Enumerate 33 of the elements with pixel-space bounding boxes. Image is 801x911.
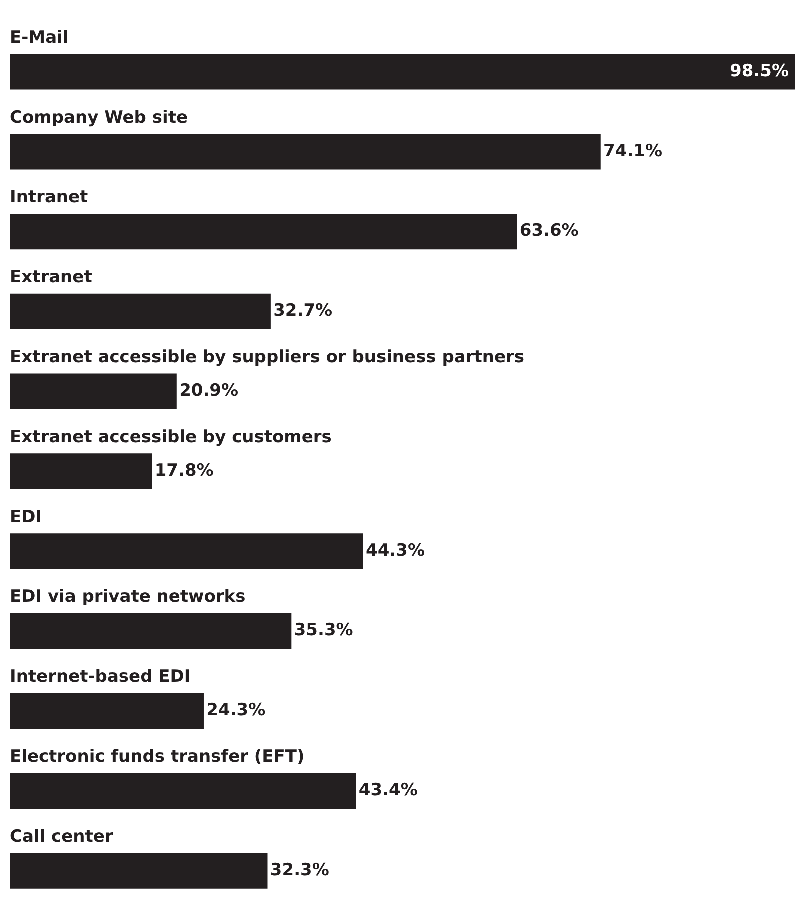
y-tick-label: Call center	[10, 826, 114, 847]
data-label: 63.6%	[520, 221, 579, 242]
y-tick-label: Internet-based EDI	[10, 667, 191, 688]
bar	[10, 294, 271, 330]
y-tick-label: Extranet	[10, 268, 92, 288]
data-label: 44.3%	[366, 540, 426, 561]
y-tick-label: Company Web site	[10, 108, 188, 128]
y-tick-label: EDI	[10, 507, 42, 528]
data-label: 35.3%	[294, 620, 354, 641]
data-label: 98.5%	[730, 61, 789, 82]
y-tick-label: EDI via private networks	[10, 587, 246, 608]
bar	[10, 454, 152, 490]
data-label: 32.3%	[270, 860, 330, 880]
bar	[10, 534, 364, 570]
bar	[10, 374, 177, 410]
y-tick-label: Intranet	[10, 188, 88, 208]
bar	[10, 214, 518, 250]
data-label: 32.7%	[274, 301, 333, 322]
data-label: 43.4%	[358, 780, 418, 801]
bar	[10, 54, 795, 90]
bar	[10, 613, 292, 650]
y-tick-label: Extranet accessible by customers	[10, 427, 332, 448]
y-tick-label: Electronic funds transfer (EFT)	[10, 747, 305, 768]
data-label: 24.3%	[206, 700, 266, 721]
bar	[10, 134, 601, 170]
y-tick-label: Extranet accessible by suppliers or business partners	[10, 348, 525, 368]
data-label: 74.1%	[604, 141, 663, 162]
bar	[10, 693, 204, 730]
y-tick-label: E-Mail	[10, 28, 69, 48]
data-label: 20.9%	[180, 381, 239, 402]
bar	[10, 853, 268, 889]
data-label: 17.8%	[154, 460, 214, 481]
bar	[10, 773, 356, 809]
